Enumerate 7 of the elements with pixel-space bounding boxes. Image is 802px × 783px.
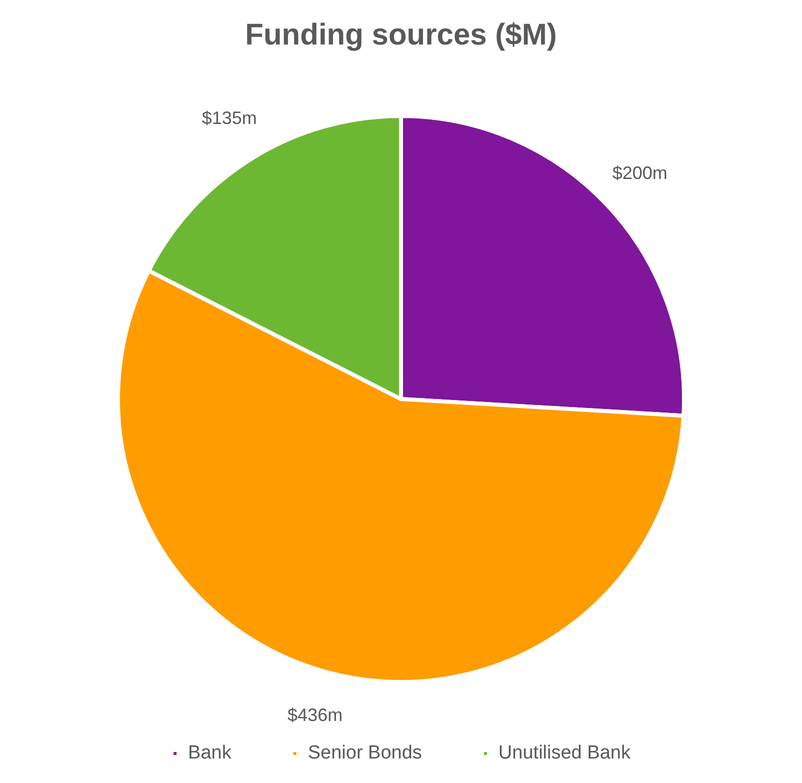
data-label: $200m [612,162,668,183]
chart-title: Funding sources ($M) [245,18,557,52]
legend-label: Unutilised Bank [498,742,631,764]
legend-label: Bank [188,742,232,764]
data-label: $436m [288,704,343,725]
legend-label: Senior Bonds [308,742,422,764]
data-label: $135m [202,108,257,128]
